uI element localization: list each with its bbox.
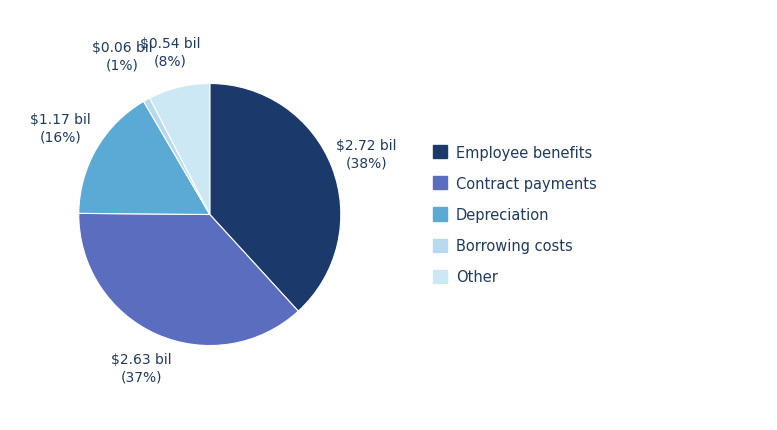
Text: $0.54 bil
(8%): $0.54 bil (8%) — [140, 37, 200, 68]
Wedge shape — [78, 102, 210, 215]
Legend: Employee benefits, Contract payments, Depreciation, Borrowing costs, Other: Employee benefits, Contract payments, De… — [427, 140, 603, 290]
Wedge shape — [144, 99, 210, 215]
Text: $2.72 bil
(38%): $2.72 bil (38%) — [336, 139, 396, 170]
Wedge shape — [78, 214, 298, 346]
Wedge shape — [210, 84, 341, 311]
Text: $0.06 bil
(1%): $0.06 bil (1%) — [92, 41, 153, 73]
Wedge shape — [150, 84, 210, 215]
Text: $1.17 bil
(16%): $1.17 bil (16%) — [30, 113, 90, 144]
Text: $2.63 bil
(37%): $2.63 bil (37%) — [111, 352, 172, 384]
